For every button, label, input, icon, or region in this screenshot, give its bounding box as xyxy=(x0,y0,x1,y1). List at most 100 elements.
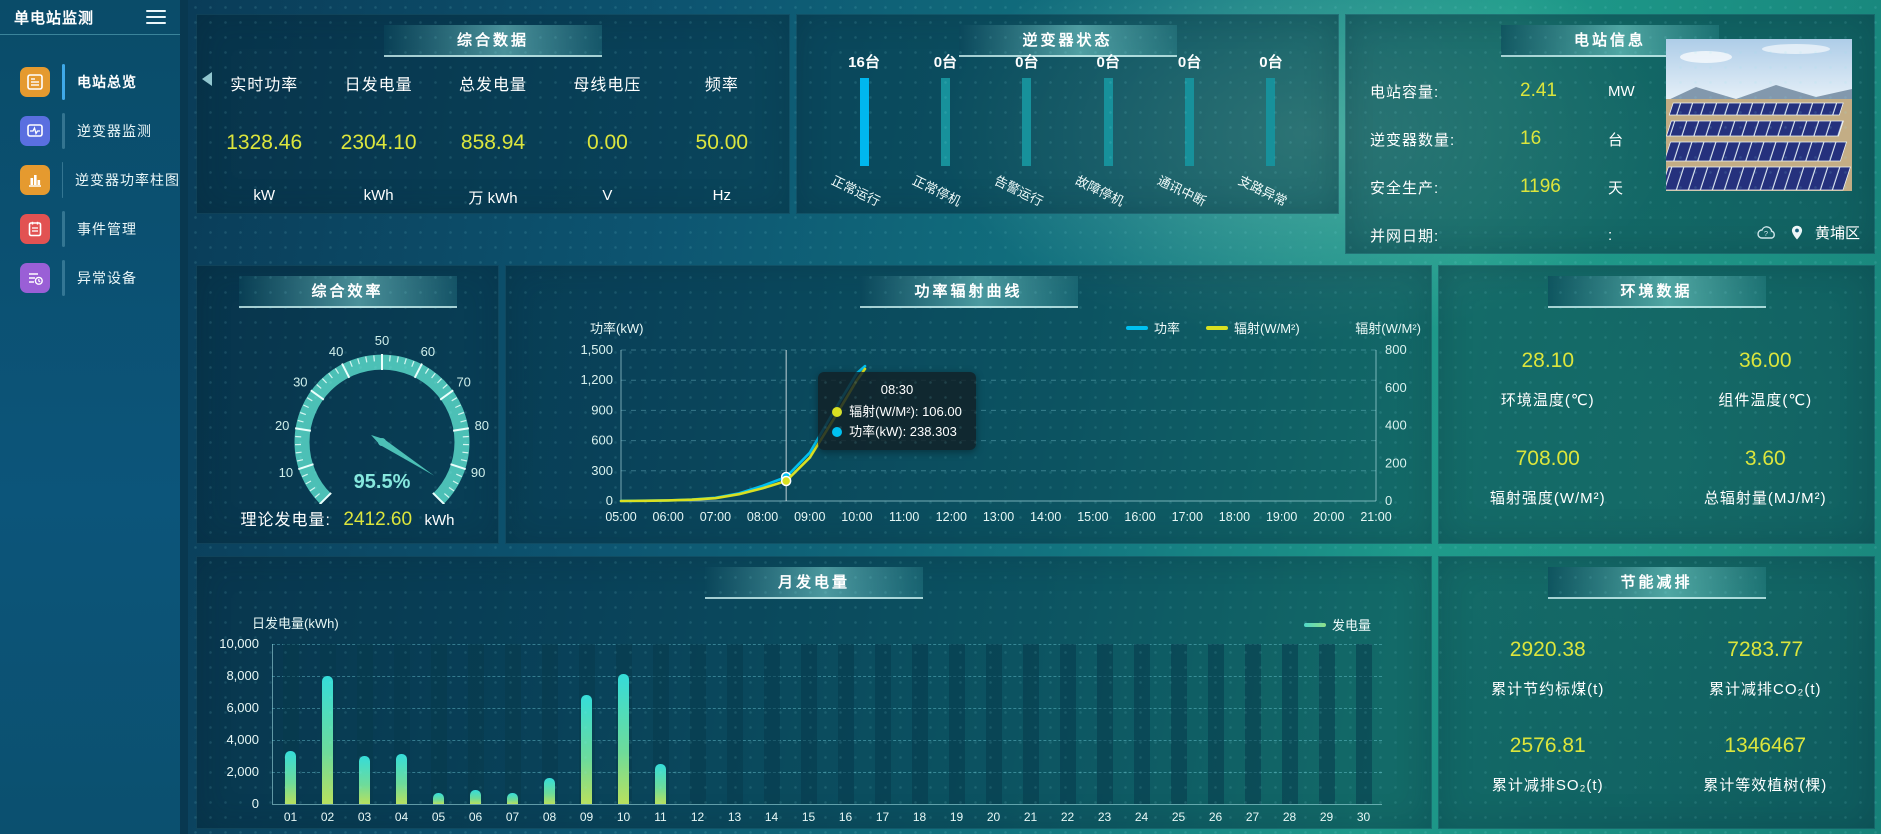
svg-text:15:00: 15:00 xyxy=(1077,510,1108,524)
panel-title: 环境数据 xyxy=(1547,276,1766,308)
nav-divider xyxy=(62,210,65,247)
svg-text:20: 20 xyxy=(275,418,289,433)
overview-icon xyxy=(20,66,50,97)
svg-text:1,200: 1,200 xyxy=(580,372,613,387)
power-radiation-line-chart: 0 300 600 900 1,200 1,500 0 200 400 600 800 05:00 06… xyxy=(580,342,1407,524)
collapse-sidebar-icon[interactable] xyxy=(202,72,212,86)
legend-swatch-power xyxy=(1126,325,1148,330)
sidebar-item-abnormal-devices[interactable]: 异常设备 xyxy=(0,253,180,302)
inverter-status-item: 0台 通讯中断 xyxy=(1154,54,1208,209)
curve-legend: 功率 辐射(W/M²) xyxy=(1126,318,1300,337)
sidebar-item-label: 逆变器功率柱图 xyxy=(75,171,180,188)
efficiency-gauge-chart: 010203040506070809010095.5% xyxy=(275,333,489,504)
metric-cell: 7283.77 累计减排CO₂(t) xyxy=(1709,638,1822,698)
panel-environment-data: 环境数据 28.10 环境温度(℃) 36.00 组件温度(℃) 708.00 … xyxy=(1438,265,1875,544)
theoretical-generation: 理论发电量: 2412.60 kWh xyxy=(197,506,498,531)
sidebar: 单电站监测 电站总览 逆变器监测 xyxy=(0,0,180,834)
main-content: 综合数据 实时功率 1328.46 kW 日发电量 2304.10 kWh 总发… xyxy=(188,0,1881,834)
svg-text:16:00: 16:00 xyxy=(1124,510,1155,524)
sidebar-nav: 电站总览 逆变器监测 逆变器功率柱图 事 xyxy=(0,35,180,302)
abnormal-device-icon xyxy=(20,262,50,293)
svg-text:600: 600 xyxy=(591,433,613,448)
svg-text:12:00: 12:00 xyxy=(936,510,967,524)
legend-swatch-radiation xyxy=(1206,325,1229,330)
sidebar-header: 单电站监测 xyxy=(0,0,180,35)
left-axis-name: 功率(kW) xyxy=(590,321,644,336)
station-location: 黄埔区 xyxy=(1814,225,1860,242)
svg-text:40: 40 xyxy=(329,344,343,359)
svg-text:20:00: 20:00 xyxy=(1313,510,1344,524)
metric-cell: 2920.38 累计节约标煤(t) xyxy=(1491,638,1605,698)
legend-item-generation[interactable]: 发电量 xyxy=(1303,615,1371,634)
summary-metric: 实时功率 1328.46 kW xyxy=(226,77,303,204)
summary-metric: 母线电压 0.00 V xyxy=(573,77,642,204)
svg-text:800: 800 xyxy=(1385,342,1407,357)
svg-text:900: 900 xyxy=(591,402,613,417)
legend-item-power[interactable]: 功率 xyxy=(1126,318,1180,337)
panel-title: 功率辐射曲线 xyxy=(859,276,1078,308)
panel-title: 综合效率 xyxy=(238,276,457,308)
legend-item-radiation[interactable]: 辐射(W/M²) xyxy=(1206,318,1300,337)
sidebar-item-inverter-power-bars[interactable]: 逆变器功率柱图 xyxy=(0,155,180,204)
sidebar-item-inverter-monitor[interactable]: 逆变器监测 xyxy=(0,106,180,155)
svg-text:05:00: 05:00 xyxy=(605,510,636,524)
nav-divider xyxy=(62,112,65,149)
inverter-monitor-icon xyxy=(20,115,50,146)
generation-bar xyxy=(470,789,481,804)
svg-text:17:00: 17:00 xyxy=(1172,510,1203,524)
metric-cell: 3.60 总辐射量(MJ/M²) xyxy=(1703,447,1827,507)
svg-text:400: 400 xyxy=(1385,418,1407,433)
generation-bar xyxy=(618,674,629,804)
station-info-row: 并网日期: : xyxy=(1370,226,1613,245)
svg-text:600: 600 xyxy=(1385,380,1407,395)
monthly-generation-bar-chart: 0 2,000 4,000 6,000 8,000 10,000 01 02 03 04 05 06 0… xyxy=(197,557,1431,828)
panel-title: 综合数据 xyxy=(384,25,602,57)
generation-bar xyxy=(581,695,592,804)
nav-divider xyxy=(62,161,63,198)
generation-bar xyxy=(544,778,555,804)
svg-text:14:00: 14:00 xyxy=(1030,510,1061,524)
nav-divider xyxy=(62,63,65,100)
metric-cell: 1346467 累计等效植树(棵) xyxy=(1703,734,1828,794)
generation-bar xyxy=(507,792,518,804)
sidebar-item-station-overview[interactable]: 电站总览 xyxy=(0,57,180,106)
inverter-status-item: 0台 正常停机 xyxy=(910,54,964,209)
svg-text:30: 30 xyxy=(293,375,307,390)
station-info-row: 逆变器数量: 16 台 xyxy=(1370,128,1624,149)
svg-text:95.5%: 95.5% xyxy=(354,471,411,493)
inverter-power-bars-icon xyxy=(20,164,50,195)
svg-text:200: 200 xyxy=(1385,455,1407,470)
generation-bar xyxy=(655,764,666,804)
station-footer: ? 黄埔区 xyxy=(1755,222,1860,243)
svg-text:0: 0 xyxy=(1385,493,1392,508)
svg-text:70: 70 xyxy=(456,375,470,390)
summary-metric: 日发电量 2304.10 kWh xyxy=(340,77,417,204)
location-pin-icon[interactable] xyxy=(1789,223,1805,243)
sidebar-item-event-management[interactable]: 事件管理 xyxy=(0,204,180,253)
right-axis-name: 辐射(W/M²) xyxy=(1355,321,1421,336)
summary-metric: 总发电量 858.94 万 kWh xyxy=(459,77,528,207)
svg-text:10:00: 10:00 xyxy=(841,510,872,524)
summary-metric: 频率 50.00 Hz xyxy=(695,77,749,204)
metric-cell: 708.00 辐射强度(W/M²) xyxy=(1489,447,1606,507)
svg-text:18:00: 18:00 xyxy=(1219,510,1250,524)
svg-text:21:00: 21:00 xyxy=(1360,510,1391,524)
inverter-status-item: 16台 正常运行 xyxy=(829,54,883,209)
solar-farm-photo xyxy=(1666,39,1852,191)
metric-cell: 28.10 环境温度(℃) xyxy=(1500,349,1595,409)
panel-title: 逆变器状态 xyxy=(958,25,1177,57)
inverter-status-item: 0台 告警运行 xyxy=(991,54,1046,209)
weather-cloud-icon[interactable]: ? xyxy=(1755,224,1779,242)
hamburger-menu-icon[interactable] xyxy=(146,6,166,28)
panel-title: 节能减排 xyxy=(1547,567,1766,599)
svg-text:19:00: 19:00 xyxy=(1266,510,1297,524)
svg-text:08:00: 08:00 xyxy=(747,510,778,524)
panel-summary-data: 综合数据 实时功率 1328.46 kW 日发电量 2304.10 kWh 总发… xyxy=(196,14,790,214)
metric-cell: 2576.81 累计减排SO₂(t) xyxy=(1491,734,1604,794)
station-info-row: 电站容量: 2.41 MW xyxy=(1370,80,1635,101)
generation-bar xyxy=(322,676,333,804)
panel-inverter-status: 逆变器状态 16台 正常运行 0台 正常停机 0台 告警运行 0台 故障停机 0… xyxy=(796,14,1339,214)
panel-energy-saving: 节能减排 2920.38 累计节约标煤(t) 7283.77 累计减排CO₂(t… xyxy=(1438,556,1875,829)
svg-text:0: 0 xyxy=(606,493,613,508)
svg-text:?: ? xyxy=(1764,229,1768,238)
